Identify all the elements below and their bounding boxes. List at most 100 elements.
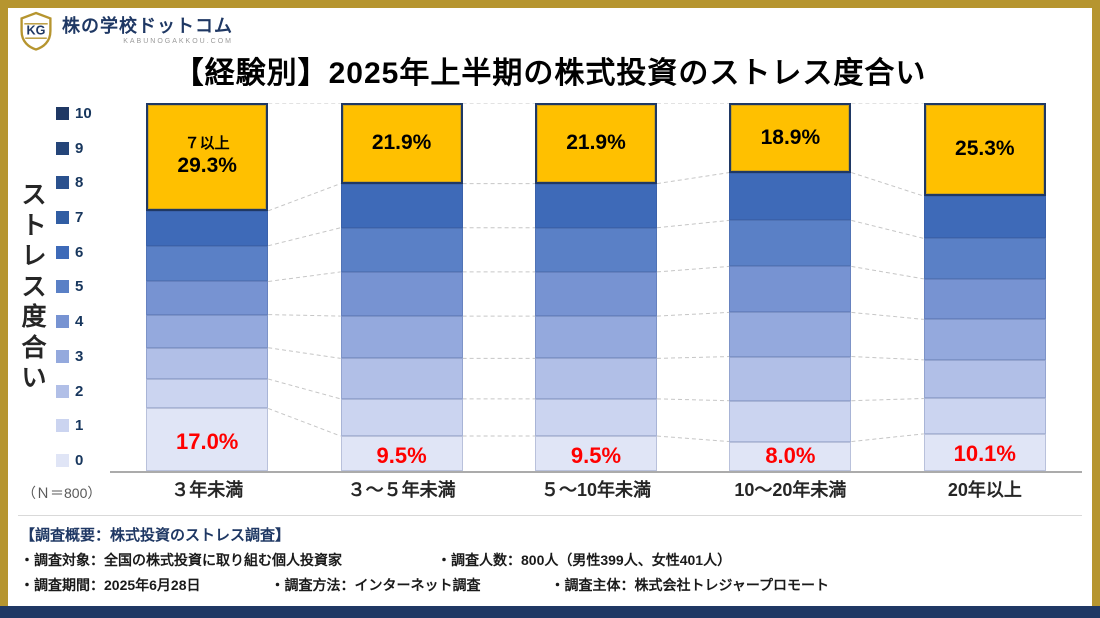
brand-name: 株の学校ドットコム <box>62 15 233 36</box>
connector-line <box>268 407 341 437</box>
legend-swatch <box>56 176 69 190</box>
survey-sponsor: ・調査主体：株式会社トレジャープロモート <box>550 577 829 593</box>
y-axis-label-char: 度 <box>21 303 47 332</box>
top-segment-label: 21.9% <box>372 130 432 156</box>
legend-label: 10 <box>75 105 92 122</box>
bar-segment-1 <box>535 398 657 436</box>
bar-segment-0 <box>923 433 1046 471</box>
connector-line <box>268 378 341 400</box>
legend-swatch <box>56 211 69 225</box>
legend: 10 9 8 7 6 5 4 3 2 1 0 <box>56 103 110 471</box>
legend-swatch <box>56 315 69 329</box>
y-axis-label-char: ス <box>21 181 47 210</box>
y-axis-label-char: ス <box>21 272 47 301</box>
survey-info: 【調査概要：株式投資のストレス調査】 ・調査対象：全国の株式投資に取り組む個人投… <box>18 515 1082 595</box>
bar-segment-1 <box>923 398 1046 434</box>
legend-swatch <box>56 349 69 363</box>
bar-segment-0 <box>146 408 269 471</box>
category-label: ３～５年未満 <box>347 480 456 500</box>
y-axis-label: ストレス度合い <box>12 103 56 471</box>
legend-swatch <box>56 384 69 398</box>
bar-segment-6 <box>146 210 269 246</box>
logo-monogram: KG <box>27 24 46 38</box>
top-segment-value: 25.3% <box>955 137 1015 161</box>
survey-target: ・調査対象：全国の株式投資に取り組む個人投資家 <box>20 552 342 568</box>
survey-count: ・調査人数：800人（男性399人、女性401人） <box>437 552 732 568</box>
top-segment-label: 18.9% <box>761 125 821 151</box>
bar-1: ７以上 29.3% 17.0% <box>146 103 269 471</box>
connector-line <box>656 172 730 185</box>
legend-label: 2 <box>75 382 84 400</box>
bar-segment-5 <box>535 227 657 272</box>
bar-4: 18.9% 8.0% <box>729 103 852 471</box>
bar-segment-1 <box>340 398 463 436</box>
bar-segment-5 <box>729 220 852 267</box>
bar-5: 25.3% 10.1% <box>923 103 1046 471</box>
legend-item-0: 0 <box>56 452 110 469</box>
bar-segment-6 <box>340 183 463 228</box>
legend-item-3: 3 <box>56 348 110 365</box>
category-label: 10～20年未満 <box>734 480 847 500</box>
connector-line <box>268 183 341 212</box>
bar-segment-4 <box>146 281 269 315</box>
legend-label: 0 <box>75 451 84 469</box>
sample-size-note: （Ｎ＝800） <box>22 485 102 501</box>
bar-segment-5 <box>923 238 1046 279</box>
bar-segment-7以上: ７以上 29.3% <box>146 103 269 211</box>
legend-label: 5 <box>75 278 84 296</box>
top-segment-value: 21.9% <box>371 131 432 155</box>
category-axis: ３年未満 ３～５年未満 ５～10年未満 10～20年未満 20年以上 <box>110 473 1082 505</box>
connector-line <box>851 219 924 239</box>
bar-segment-4 <box>923 278 1046 320</box>
legend-label: 9 <box>75 139 84 157</box>
logo-text: 株の学校ドットコム KABUNOGAKKOU.COM <box>62 15 233 46</box>
top-segment-label: 25.3% <box>955 136 1015 162</box>
connector-line <box>656 311 730 317</box>
legend-label: 1 <box>75 417 84 435</box>
legend-swatch <box>56 107 69 120</box>
gold-frame-top <box>0 0 1100 8</box>
bottom-segment-label: 9.5% <box>376 442 427 468</box>
series-connector-lines <box>268 103 924 443</box>
bar-segment-7以上: 21.9% <box>340 103 463 184</box>
bar-segment-2 <box>923 359 1046 399</box>
chart-title: 【経験別】2025年上半期の株式投資のストレス度合い <box>173 57 927 90</box>
y-axis-label-char: 合 <box>21 333 47 362</box>
legend-item-6: 6 <box>56 244 110 261</box>
legend-label: 4 <box>75 313 84 331</box>
bottom-segment-label: 10.1% <box>953 441 1016 467</box>
connector-line <box>851 311 924 320</box>
connector-line <box>851 172 924 197</box>
connector-line <box>851 398 924 402</box>
connector-line <box>851 433 924 443</box>
legend-item-5: 5 <box>56 278 110 295</box>
plot-area: ７以上 29.3% 17.0% 21.9% 9.5% 21.9% 9.5% 18.9% 8.0%… <box>110 103 1082 473</box>
legend-swatch <box>56 245 69 259</box>
legend-item-2: 2 <box>56 383 110 400</box>
bottom-segment-label: 9.5% <box>570 442 622 468</box>
bar-segment-6 <box>729 172 852 221</box>
top-segment-label: ７以上 29.3% <box>177 135 237 179</box>
top-segment-prefix: ７以上 <box>184 134 230 152</box>
bottom-segment-label: 8.0% <box>765 443 816 468</box>
gold-frame-right <box>1092 0 1100 606</box>
category-label: ５～10年未満 <box>541 480 652 500</box>
logo: KG 株の学校ドットコム KABUNOGAKKOU.COM <box>18 11 233 51</box>
connector-line <box>656 398 730 402</box>
connector-line <box>268 314 341 317</box>
legend-item-10: 10 <box>56 105 110 122</box>
survey-line-1: ・調査対象：全国の株式投資に取り組む個人投資家 ・調査人数：800人（男性399… <box>20 550 1080 570</box>
legend-swatch <box>56 141 69 155</box>
bar-segment-7以上: 25.3% <box>923 103 1046 197</box>
y-axis-label-char: レ <box>21 242 47 271</box>
bar-segment-3 <box>146 314 269 348</box>
legend-label: 8 <box>75 174 84 192</box>
legend-swatch <box>56 419 69 433</box>
bar-segment-1 <box>729 400 852 442</box>
bar-segment-4 <box>729 266 852 313</box>
bar-segment-2 <box>729 356 852 401</box>
bar-segment-5 <box>340 227 463 272</box>
y-axis-label-char: い <box>21 364 47 393</box>
bar-segment-7以上: 21.9% <box>535 103 657 184</box>
